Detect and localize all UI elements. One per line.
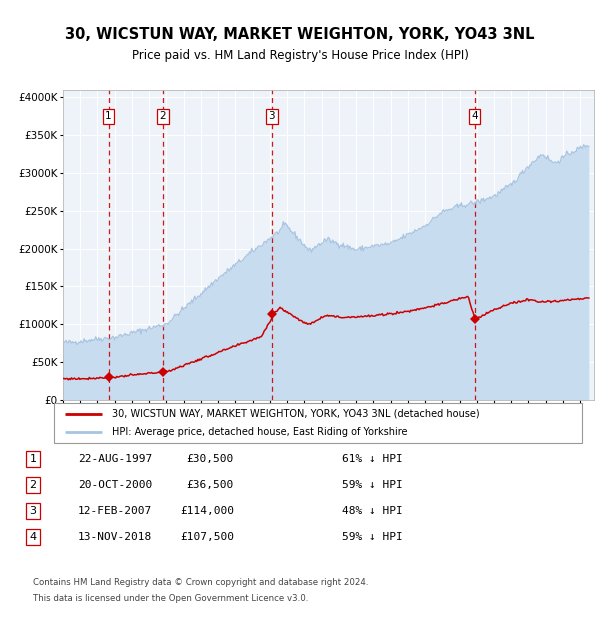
Text: 20-OCT-2000: 20-OCT-2000 — [78, 480, 152, 490]
Text: 30, WICSTUN WAY, MARKET WEIGHTON, YORK, YO43 3NL (detached house): 30, WICSTUN WAY, MARKET WEIGHTON, YORK, … — [112, 409, 480, 419]
Text: 61% ↓ HPI: 61% ↓ HPI — [342, 454, 403, 464]
Text: 4: 4 — [471, 112, 478, 122]
Text: 1: 1 — [29, 454, 37, 464]
Text: 22-AUG-1997: 22-AUG-1997 — [78, 454, 152, 464]
Text: 3: 3 — [29, 506, 37, 516]
Text: 30, WICSTUN WAY, MARKET WEIGHTON, YORK, YO43 3NL: 30, WICSTUN WAY, MARKET WEIGHTON, YORK, … — [65, 27, 535, 42]
Text: 13-NOV-2018: 13-NOV-2018 — [78, 532, 152, 542]
Text: 4: 4 — [29, 532, 37, 542]
Text: 12-FEB-2007: 12-FEB-2007 — [78, 506, 152, 516]
Text: 3: 3 — [269, 112, 275, 122]
Text: £30,500: £30,500 — [187, 454, 234, 464]
Text: Price paid vs. HM Land Registry's House Price Index (HPI): Price paid vs. HM Land Registry's House … — [131, 50, 469, 62]
Text: 2: 2 — [29, 480, 37, 490]
Text: 48% ↓ HPI: 48% ↓ HPI — [342, 506, 403, 516]
Text: £107,500: £107,500 — [180, 532, 234, 542]
Text: 59% ↓ HPI: 59% ↓ HPI — [342, 480, 403, 490]
Text: £36,500: £36,500 — [187, 480, 234, 490]
Text: HPI: Average price, detached house, East Riding of Yorkshire: HPI: Average price, detached house, East… — [112, 427, 407, 438]
Text: £114,000: £114,000 — [180, 506, 234, 516]
Text: 2: 2 — [160, 112, 166, 122]
Text: This data is licensed under the Open Government Licence v3.0.: This data is licensed under the Open Gov… — [33, 594, 308, 603]
Text: 59% ↓ HPI: 59% ↓ HPI — [342, 532, 403, 542]
Text: Contains HM Land Registry data © Crown copyright and database right 2024.: Contains HM Land Registry data © Crown c… — [33, 578, 368, 587]
Text: 1: 1 — [105, 112, 112, 122]
